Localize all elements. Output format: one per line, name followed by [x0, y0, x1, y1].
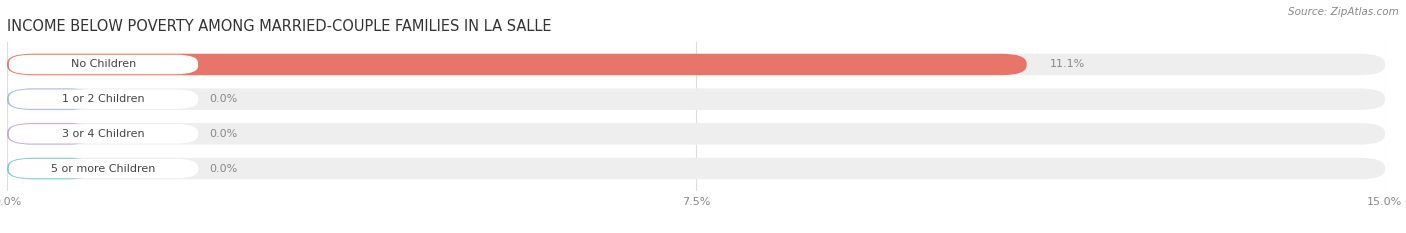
Text: 5 or more Children: 5 or more Children [51, 164, 156, 174]
FancyBboxPatch shape [7, 54, 1026, 75]
Text: 0.0%: 0.0% [209, 94, 238, 104]
FancyBboxPatch shape [7, 123, 94, 145]
Text: 0.0%: 0.0% [209, 129, 238, 139]
Text: INCOME BELOW POVERTY AMONG MARRIED-COUPLE FAMILIES IN LA SALLE: INCOME BELOW POVERTY AMONG MARRIED-COUPL… [7, 19, 551, 34]
FancyBboxPatch shape [7, 158, 94, 179]
FancyBboxPatch shape [8, 124, 198, 144]
Text: 1 or 2 Children: 1 or 2 Children [62, 94, 145, 104]
FancyBboxPatch shape [7, 158, 1385, 179]
FancyBboxPatch shape [7, 54, 1385, 75]
FancyBboxPatch shape [8, 55, 198, 74]
FancyBboxPatch shape [8, 89, 198, 109]
FancyBboxPatch shape [7, 123, 1385, 145]
Text: 0.0%: 0.0% [209, 164, 238, 174]
Text: Source: ZipAtlas.com: Source: ZipAtlas.com [1288, 7, 1399, 17]
Text: 3 or 4 Children: 3 or 4 Children [62, 129, 145, 139]
FancyBboxPatch shape [7, 88, 94, 110]
Text: No Children: No Children [70, 59, 136, 69]
Text: 11.1%: 11.1% [1050, 59, 1085, 69]
FancyBboxPatch shape [7, 88, 1385, 110]
FancyBboxPatch shape [8, 159, 198, 178]
